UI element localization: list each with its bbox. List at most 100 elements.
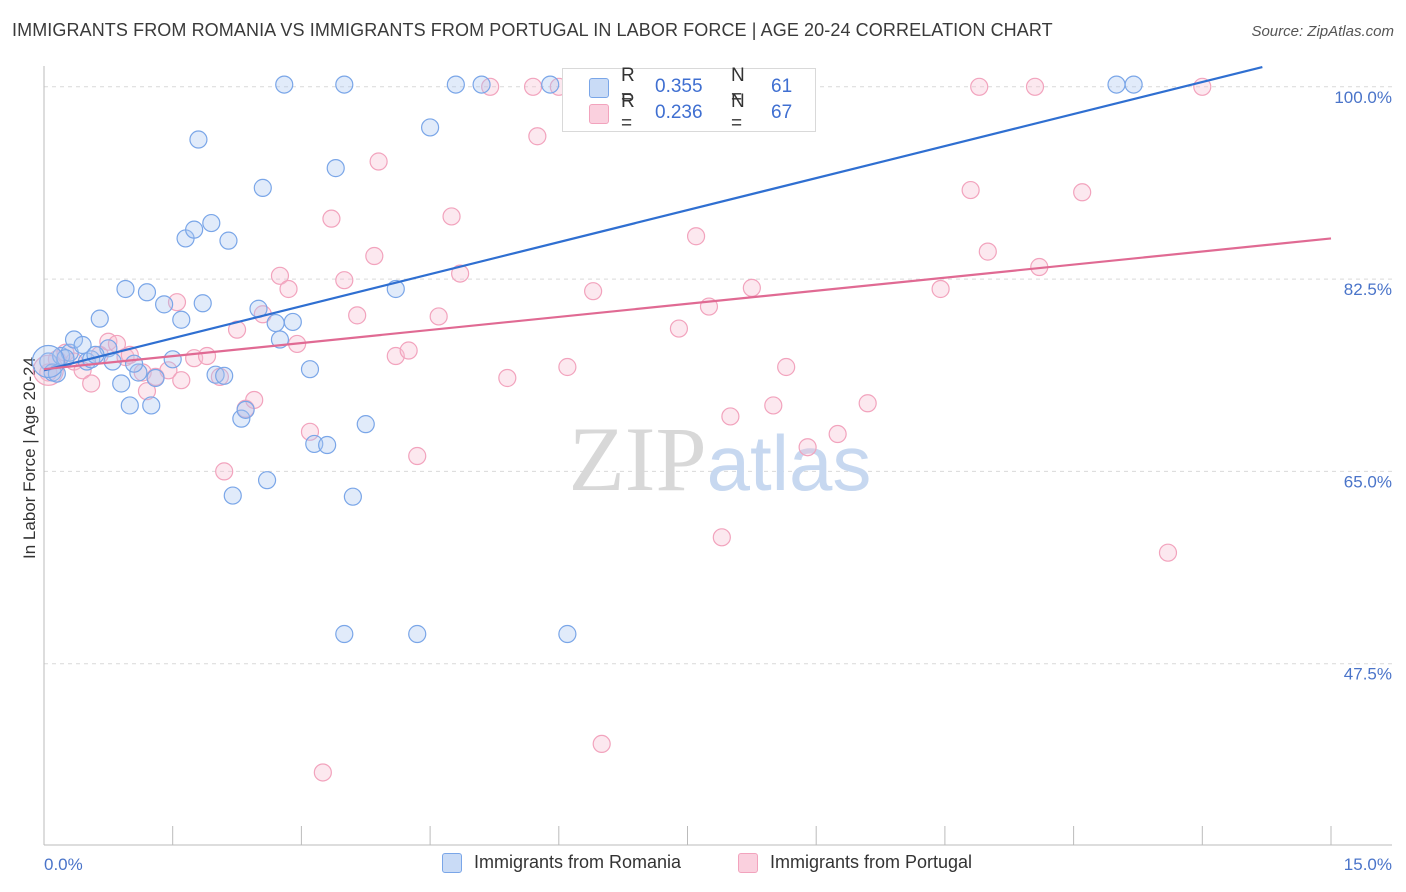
data-point-romania xyxy=(275,75,294,94)
data-point-portugal xyxy=(137,382,157,401)
data-point-portugal xyxy=(712,528,731,547)
data-point-portugal xyxy=(931,279,950,299)
data-point-portugal xyxy=(742,278,761,297)
data-point-romania xyxy=(232,409,251,428)
data-point-romania xyxy=(253,178,272,197)
watermark-zip: ZIP xyxy=(569,408,707,510)
legend-r-label: R = xyxy=(621,91,635,134)
legend-n-value-romania: 61 xyxy=(771,76,793,97)
data-point-romania xyxy=(446,75,465,94)
source-label: Source: ZipAtlas.com xyxy=(1251,23,1394,40)
data-point-portugal xyxy=(197,346,217,366)
data-point-romania xyxy=(257,471,277,490)
data-point-portugal xyxy=(399,341,418,360)
trend-line-romania xyxy=(43,65,1263,372)
data-point-romania xyxy=(185,220,204,239)
data-point-romania-cluster xyxy=(31,344,65,379)
data-point-portugal xyxy=(721,407,740,426)
legend-r-value-romania: 0.355 xyxy=(655,76,703,97)
data-point-portugal xyxy=(335,271,354,290)
legend-swatch-portugal xyxy=(589,104,609,124)
data-point-portugal xyxy=(270,266,290,285)
data-point-portugal xyxy=(82,374,101,393)
data-point-romania xyxy=(408,624,427,644)
data-point-portugal xyxy=(279,279,298,299)
data-point-portugal xyxy=(686,227,706,246)
chart-title: IMMIGRANTS FROM ROMANIA VS IMMIGRANTS FR… xyxy=(12,20,1053,40)
legend-r-value-portugal: 0.236 xyxy=(655,102,703,123)
data-point-romania xyxy=(1107,75,1126,94)
trend-lines xyxy=(43,65,1332,372)
data-point-romania xyxy=(335,75,354,94)
bottom-legend-label-portugal: Immigrants from Portugal xyxy=(770,852,973,872)
data-point-portugal xyxy=(961,180,980,200)
data-point-romania xyxy=(189,130,208,149)
data-point-portugal xyxy=(523,77,543,96)
legend-n-label: N = xyxy=(731,91,745,134)
legend-n-label: N = xyxy=(731,65,745,108)
data-point-romania xyxy=(112,374,131,393)
data-point-portugal xyxy=(172,371,191,390)
data-point-romania xyxy=(172,310,191,329)
bottom-legend-swatch-portugal xyxy=(738,852,758,873)
data-point-romania xyxy=(137,283,157,302)
data-point-romania xyxy=(335,624,354,644)
legend-n-value-portugal: 67 xyxy=(771,102,793,123)
data-point-romania xyxy=(90,309,109,328)
data-point-portugal xyxy=(498,368,517,388)
data-point-portugal xyxy=(592,734,611,754)
data-point-portugal xyxy=(1158,543,1178,562)
data-point-portugal xyxy=(584,282,603,301)
data-point-romania xyxy=(215,366,234,385)
data-point-portugal xyxy=(215,462,234,481)
data-point-portugal xyxy=(528,127,547,146)
bottom-legend-portugal: Immigrants from Portugal xyxy=(738,852,972,873)
data-point-romania xyxy=(124,354,144,373)
data-point-romania xyxy=(558,624,577,644)
data-point-portugal xyxy=(313,763,332,782)
x-tick-label-max: 15.0% xyxy=(1344,855,1392,874)
data-point-romania xyxy=(146,368,165,388)
tick-labels: 47.5% 65.0% 82.5% 100.0% 0.0% 15.0% xyxy=(44,88,1392,874)
data-point-portugal xyxy=(970,77,989,96)
data-point-romania xyxy=(1124,75,1143,94)
data-point-romania xyxy=(356,415,375,434)
data-point-romania xyxy=(283,312,302,332)
bottom-legend-romania: Immigrants from Romania xyxy=(442,852,681,873)
bottom-legend-label-romania: Immigrants from Romania xyxy=(474,852,682,872)
x-tick-label-min: 0.0% xyxy=(44,855,83,874)
data-point-romania xyxy=(155,295,174,314)
data-point-portugal xyxy=(369,152,388,171)
data-point-portugal xyxy=(1025,77,1045,96)
data-point-portugal xyxy=(300,422,320,441)
data-point-romania xyxy=(219,231,238,250)
data-point-portugal xyxy=(348,306,367,325)
data-point-portugal xyxy=(858,394,877,413)
data-point-romania xyxy=(223,486,242,505)
trend-line-portugal xyxy=(43,237,1332,371)
data-point-romania xyxy=(326,159,345,178)
data-point-portugal xyxy=(442,207,461,226)
watermark-atlas: atlas xyxy=(707,419,872,507)
data-point-romania xyxy=(236,400,255,419)
data-point-portugal xyxy=(365,246,384,266)
axes xyxy=(43,66,1392,846)
data-point-romania xyxy=(142,396,161,415)
bottom-legend-swatch-romania xyxy=(442,852,462,873)
stats-legend: R = 0.355 N = 61 R = 0.236 N = 67 xyxy=(562,65,816,134)
data-point-portugal xyxy=(798,438,817,457)
data-point-romania xyxy=(541,75,560,94)
data-point-portugal xyxy=(669,319,689,338)
watermark: ZIPatlas xyxy=(569,408,872,510)
series-portugal-points xyxy=(32,77,1212,782)
data-point-romania xyxy=(300,360,320,379)
data-point-portugal xyxy=(429,307,448,326)
data-point-portugal xyxy=(978,242,997,261)
data-point-romania xyxy=(318,435,337,455)
data-point-romania xyxy=(343,487,362,506)
legend-swatch-romania xyxy=(589,78,609,98)
data-point-portugal xyxy=(777,357,796,377)
y-tick-label: 65.0% xyxy=(1344,472,1392,491)
data-point-romania xyxy=(116,279,135,299)
